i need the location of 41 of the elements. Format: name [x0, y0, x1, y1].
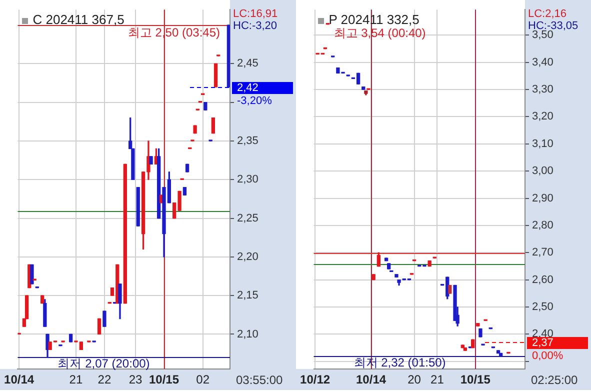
- text: -3,20%: [237, 94, 272, 108]
- x-tick-label: 02: [196, 372, 210, 387]
- text: LC:2,16: [528, 6, 567, 21]
- x-tick-label: 23: [128, 372, 143, 387]
- text: 03:55:00: [236, 372, 283, 386]
- text: 02:25:00: [531, 372, 578, 386]
- x-tick-label: 10/14: [4, 372, 34, 387]
- x-tick-label: 10/14: [356, 372, 386, 387]
- y-tick-label: 3,00: [532, 165, 554, 178]
- text: 0,00%: [532, 349, 564, 364]
- x-tick-label: 22: [98, 372, 112, 387]
- text: LC:16,91: [233, 6, 278, 21]
- y-tick-label: 3,40: [532, 56, 554, 68]
- y-tick-label: 2,25: [237, 212, 258, 224]
- x-tick-label: 21: [69, 372, 83, 387]
- ref-line-label: 2,37: [527, 337, 588, 350]
- y-tick-label: 2,90: [532, 192, 554, 204]
- x-tick-label: 21: [430, 372, 444, 387]
- y-tick-label: 2,80: [532, 219, 554, 232]
- y-tick-label: 3,20: [532, 110, 554, 123]
- y-tick-label: 2,20: [237, 250, 258, 263]
- text: HC:-33,05: [528, 18, 578, 32]
- y-tick-label: 3,10: [532, 138, 554, 150]
- y-tick-label: 2,45: [237, 58, 258, 70]
- y-tick-label: 2,50: [532, 301, 554, 314]
- y-tick-label: 3,30: [532, 84, 554, 96]
- annotation: 최저 2,07 (20:00): [58, 356, 150, 371]
- chart-title: C 202411 367,5: [32, 12, 124, 28]
- y-tick-label: 2,70: [532, 246, 554, 259]
- y-tick-label: 3,50: [532, 29, 554, 42]
- x-tick-label: 10/15: [148, 372, 180, 387]
- y-tick-label: 2,10: [237, 328, 258, 340]
- ref-line-label: 2,42: [232, 82, 293, 94]
- y-tick-label: 2,60: [532, 274, 554, 286]
- x-tick-label: 20: [408, 372, 422, 387]
- text: HC:-3,20: [233, 18, 278, 33]
- y-tick-label: 2,35: [237, 135, 258, 148]
- y-tick-label: 2,30: [237, 174, 258, 186]
- y-tick-label: 2,15: [237, 290, 258, 302]
- x-tick-label: 10/15: [460, 372, 491, 387]
- x-tick-label: 10/12: [300, 372, 330, 387]
